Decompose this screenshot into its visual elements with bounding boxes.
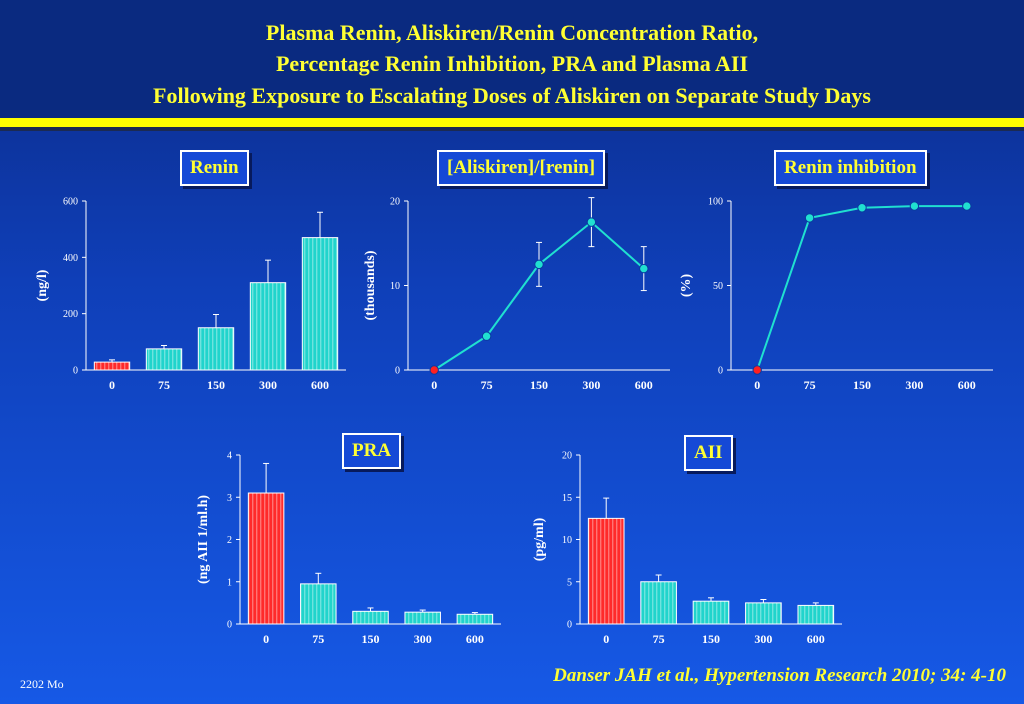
ratio-y-tick-label: 10 <box>390 281 400 292</box>
aii-bar-150 <box>692 600 730 625</box>
aii-y-tick-label: 5 <box>567 577 572 588</box>
inhibition-y-axis-title: (%) <box>679 274 694 298</box>
ratio-point-0 <box>429 365 439 375</box>
aii-x-tick-label: 0 <box>603 632 609 646</box>
aii-x-tick-label: 600 <box>807 632 825 646</box>
header-divider-dark <box>0 127 1024 131</box>
pra-bar-75 <box>300 583 337 625</box>
renin-x-tick-label: 600 <box>311 378 329 392</box>
header-divider-yellow <box>0 118 1024 127</box>
ratio-y-tick-label: 20 <box>390 197 400 208</box>
ratio-x-tick-label: 300 <box>582 378 600 392</box>
renin-y-axis-title: (ng/l) <box>35 269 50 301</box>
inhibition-x-tick-label: 600 <box>958 378 976 392</box>
inhibition-x-tick-label: 150 <box>853 378 871 392</box>
aii-y-tick-label: 10 <box>562 535 572 546</box>
renin-bar-300 <box>249 282 287 371</box>
pra-bar-150 <box>352 610 389 625</box>
pra-bar-0 <box>247 492 285 625</box>
pra-y-tick-label: 3 <box>227 493 232 504</box>
pra-x-tick-label: 0 <box>263 632 269 646</box>
pra-y-tick-label: 0 <box>227 620 232 631</box>
inhibition-x-tick-label: 75 <box>804 378 816 392</box>
slide-header: Plasma Renin, Aliskiren/Renin Concentrat… <box>0 0 1024 118</box>
renin-x-tick-label: 300 <box>259 378 277 392</box>
renin-y-tick-label: 400 <box>63 253 78 264</box>
ratio-x-tick-label: 0 <box>431 378 437 392</box>
renin-bar-0 <box>93 361 131 371</box>
pra-bar-300 <box>404 611 441 625</box>
aii-x-tick-label: 150 <box>702 632 720 646</box>
slide-title-line-3: Following Exposure to Escalating Doses o… <box>153 83 871 108</box>
ratio-point-300 <box>586 217 597 227</box>
inhibition-point-75 <box>804 213 815 223</box>
aii-x-tick-label: 300 <box>754 632 772 646</box>
aii-bar-0 <box>587 517 625 625</box>
aii-bar-600 <box>797 604 835 625</box>
citation: Danser JAH et al., Hypertension Research… <box>553 665 1006 686</box>
renin-y-tick-label: 200 <box>63 309 78 320</box>
ratio-point-600 <box>639 263 649 274</box>
ratio-point-75 <box>481 331 492 341</box>
pra-x-tick-label: 150 <box>362 632 380 646</box>
ratio-y-axis-title: (thousands) <box>363 250 378 320</box>
inhibition-x-tick-label: 0 <box>754 378 760 392</box>
ratio-point-150 <box>534 259 544 270</box>
pra-y-tick-label: 1 <box>227 577 232 588</box>
renin-y-tick-label: 0 <box>73 366 78 377</box>
aii-panel-label: AII <box>684 435 733 471</box>
aii-y-tick-label: 15 <box>562 493 572 504</box>
renin-panel-label: Renin <box>180 150 249 186</box>
pra-y-axis-title: (ng AII 1/ml.h) <box>196 495 211 584</box>
renin-bar-150 <box>197 327 235 371</box>
inhibition-point-150 <box>857 203 867 213</box>
renin-y-tick-label: 600 <box>63 197 78 208</box>
aii-y-axis-title: (pg/ml) <box>532 517 547 561</box>
inhibition-panel-label: Renin inhibition <box>774 150 927 186</box>
pra-y-tick-label: 4 <box>227 451 232 462</box>
renin-x-tick-label: 0 <box>109 378 115 392</box>
inhibition-y-tick-label: 50 <box>713 281 723 292</box>
aii-x-tick-label: 75 <box>653 632 665 646</box>
inhibition-y-tick-label: 100 <box>708 197 723 208</box>
aii-y-tick-label: 0 <box>567 620 572 631</box>
slide-title-line-1: Plasma Renin, Aliskiren/Renin Concentrat… <box>265 20 759 45</box>
pra-x-tick-label: 75 <box>312 632 324 646</box>
pra-bar-600 <box>456 613 494 625</box>
ratio-y-tick-label: 0 <box>395 366 400 377</box>
renin-bar-600 <box>301 237 339 371</box>
pra-x-tick-label: 600 <box>466 632 484 646</box>
renin-x-tick-label: 75 <box>158 378 170 392</box>
inhibition-point-300 <box>909 201 920 211</box>
inhibition-x-tick-label: 300 <box>905 378 923 392</box>
pra-y-tick-label: 2 <box>227 535 232 546</box>
pra-panel-label: PRA <box>342 433 402 469</box>
pra-x-tick-label: 300 <box>414 632 432 646</box>
renin-x-tick-label: 150 <box>207 378 225 392</box>
ratio-panel-label: [Aliskiren]/[renin] <box>437 150 606 186</box>
aii-y-tick-label: 20 <box>562 451 572 462</box>
ratio-x-tick-label: 75 <box>481 378 493 392</box>
renin-bar-75 <box>145 348 183 371</box>
inhibition-y-tick-label: 0 <box>718 366 723 377</box>
inhibition-point-600 <box>962 201 972 211</box>
aii-bar-300 <box>745 602 782 625</box>
slide-code: 2202 Mo <box>20 677 64 691</box>
inhibition-point-0 <box>752 365 762 375</box>
ratio-x-tick-label: 150 <box>530 378 548 392</box>
slide-title-line-2: Percentage Renin Inhibition, PRA and Pla… <box>275 51 749 76</box>
aii-bar-75 <box>640 581 677 625</box>
ratio-x-tick-label: 600 <box>635 378 653 392</box>
